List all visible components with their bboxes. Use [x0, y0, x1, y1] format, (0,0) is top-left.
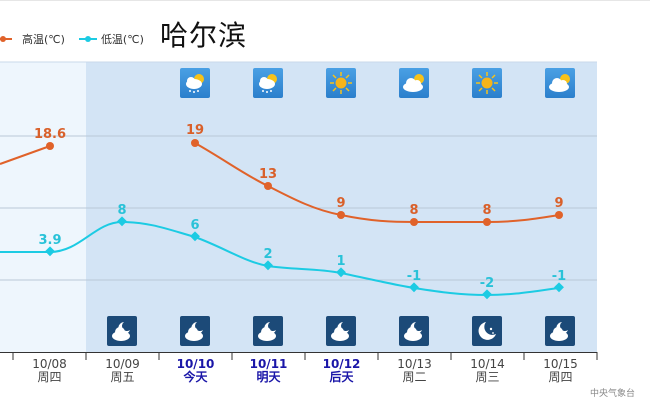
- cloudy-night-icon: [180, 316, 210, 346]
- weekday-label: 周四: [37, 370, 62, 384]
- data-source: 中央气象台: [590, 389, 636, 399]
- low-label: 1: [336, 254, 345, 269]
- date-label: 10/15: [543, 357, 578, 371]
- past-region: [0, 62, 86, 352]
- partly-cloudy-icon: [399, 68, 429, 98]
- cloudy-night-icon: [326, 316, 356, 346]
- top-border: [0, 0, 650, 1]
- sunny-icon: [326, 68, 356, 98]
- date-label: 10/08: [32, 357, 67, 371]
- date-label: 10/12: [322, 357, 361, 371]
- clear-night-icon: [472, 316, 502, 346]
- day-label-10-15: 10/15 周四: [524, 358, 597, 384]
- sun-cloud-rain-icon: [180, 68, 210, 98]
- high-label: 13: [259, 167, 277, 182]
- low-label: -1: [407, 269, 421, 284]
- day-label-10-12: 10/12 后天: [305, 358, 378, 384]
- sunny-icon: [472, 68, 502, 98]
- x-axis: [0, 352, 598, 360]
- low-label: -1: [552, 269, 566, 284]
- high-temp-series: 18.6 19 13 9 8 8 9: [0, 123, 564, 226]
- date-label: 10/14: [470, 357, 505, 371]
- high-label: 9: [336, 196, 345, 211]
- date-label: 10/09: [105, 357, 140, 371]
- cloudy-night-icon: [107, 316, 137, 346]
- low-temp-series: 3.9 8 6 2 1 -1 -2 -1: [0, 203, 566, 300]
- day-label-10-08: 10/08 周四: [13, 358, 86, 384]
- cloudy-night-icon: [399, 316, 429, 346]
- date-label: 10/11: [249, 357, 288, 371]
- low-label: 6: [190, 218, 199, 233]
- day-label-10-09: 10/09 周五: [86, 358, 159, 384]
- grid-lines: [0, 135, 597, 281]
- weekday-label: 周四: [548, 370, 573, 384]
- legend-low[interactable]: 低温(℃): [78, 31, 144, 47]
- day-label-10-13: 10/13 周二: [378, 358, 451, 384]
- day-label-10-11: 10/11 明天: [232, 358, 305, 384]
- cloudy-night-icon: [253, 316, 283, 346]
- weekday-label: 周三: [475, 370, 500, 384]
- legend: 高温(℃) 低温(℃): [0, 24, 158, 54]
- legend-high[interactable]: 高温(℃): [0, 31, 65, 47]
- high-label: 8: [409, 203, 418, 218]
- weekday-label: 周二: [402, 370, 427, 384]
- weekday-label: 周五: [110, 370, 135, 384]
- high-label: 19: [186, 123, 204, 138]
- high-label: 18.6: [34, 127, 66, 142]
- weekday-label: 明天: [256, 370, 281, 384]
- legend-low-label: 低温(℃): [100, 33, 144, 46]
- weekday-label: 今天: [183, 370, 208, 384]
- high-label: 8: [482, 203, 491, 218]
- low-label: 2: [263, 247, 272, 262]
- day-label-10-10: 10/10 今天: [159, 358, 232, 384]
- legend-high-label: 高温(℃): [22, 33, 65, 46]
- high-series-marker-icon: [0, 34, 18, 44]
- sun-cloud-rain-icon: [253, 68, 283, 98]
- forecast-region: [86, 62, 597, 352]
- cloudy-night-icon: [545, 316, 575, 346]
- date-label: 10/13: [397, 357, 432, 371]
- weekday-label: 后天: [329, 370, 354, 384]
- low-label: 8: [117, 203, 126, 218]
- low-label: 3.9: [38, 233, 61, 248]
- high-label: 9: [554, 196, 563, 211]
- city-title: 哈尔滨: [160, 19, 248, 52]
- low-label: -2: [480, 276, 494, 291]
- partly-cloudy-icon: [545, 68, 575, 98]
- day-label-10-14: 10/14 周三: [451, 358, 524, 384]
- date-label: 10/10: [176, 357, 215, 371]
- low-series-marker-icon: [78, 34, 97, 44]
